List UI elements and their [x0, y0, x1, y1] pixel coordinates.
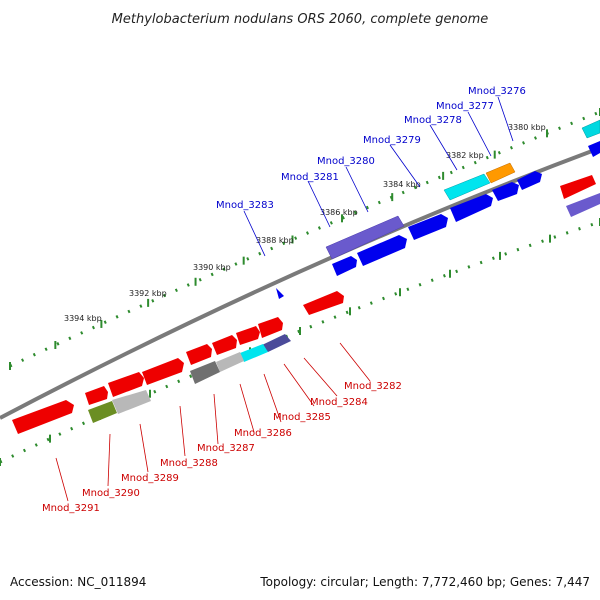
- gene-arrow-mnod-3281[interactable]: [325, 215, 405, 260]
- gene-label[interactable]: Mnod_3279: [363, 135, 421, 146]
- gene-labels-bottom: Mnod_3282 Mnod_3284 Mnod_3285 Mnod_3286 …: [42, 381, 402, 514]
- gene-arrow-mnod-3283[interactable]: [332, 256, 357, 276]
- genome-summary-text: Topology: circular; Length: 7,772,460 bp…: [259, 575, 590, 589]
- gene-arrow-mnod-3284-b[interactable]: [236, 326, 260, 345]
- gene-arrow-mnod-3289-b[interactable]: [112, 390, 151, 414]
- gene-arrow-mnod-3285-b[interactable]: [212, 335, 237, 355]
- tick-labels: 3380 kbp 3382 kbp 3384 kbp 3386 kbp 3388…: [64, 123, 546, 323]
- gene-label[interactable]: Mnod_3286: [234, 428, 292, 439]
- gene-arrow-right-red[interactable]: [560, 175, 596, 199]
- gene-arrow-mnod-3286[interactable]: [216, 352, 244, 372]
- gene-label[interactable]: Mnod_3282: [344, 381, 402, 392]
- gene-label[interactable]: Mnod_3278: [404, 115, 462, 126]
- tick-label: 3382 kbp: [446, 151, 484, 160]
- gene-label[interactable]: Mnod_3288: [160, 458, 218, 469]
- gene-arrow-mnod-3279-a[interactable]: [517, 171, 542, 190]
- gene-label[interactable]: Mnod_3291: [42, 503, 100, 514]
- gene-arrow-mnod-3284[interactable]: [262, 334, 291, 352]
- gene-label[interactable]: Mnod_3281: [281, 172, 339, 183]
- gene-label[interactable]: Mnod_3287: [197, 443, 255, 454]
- leader-lines-top: [243, 96, 514, 257]
- gene-label[interactable]: Mnod_3285: [273, 412, 331, 423]
- gene-arrow-small[interactable]: [276, 288, 284, 299]
- tick-label: 3388 kbp: [256, 236, 294, 245]
- gene-label[interactable]: Mnod_3284: [310, 397, 368, 408]
- leader-lines-bottom: [55, 342, 371, 502]
- gene-arrow-mnod-3289[interactable]: [108, 372, 144, 397]
- outer-tick-ring: [9, 110, 600, 368]
- gene-labels-top: Mnod_3276 Mnod_3277 Mnod_3278 Mnod_3279 …: [216, 86, 526, 211]
- genome-title: Methylobacterium nodulans ORS 2060, comp…: [112, 12, 489, 27]
- tick-label: 3384 kbp: [383, 180, 421, 189]
- gene-arrow-mnod-3290[interactable]: [88, 401, 117, 423]
- gene-label[interactable]: Mnod_3280: [317, 156, 375, 167]
- major-ticks: [0, 108, 600, 466]
- gene-arrow-mnod-3290-b[interactable]: [85, 386, 108, 405]
- accession-text: Accession: NC_011894: [10, 575, 146, 589]
- gene-label[interactable]: Mnod_3283: [216, 200, 274, 211]
- gene-arrow-right-slate[interactable]: [566, 193, 600, 217]
- gene-arrow-mnod-3282[interactable]: [303, 291, 344, 315]
- gene-arrow-mnod-3281-b[interactable]: [357, 235, 407, 266]
- tick-label: 3380 kbp: [508, 123, 546, 132]
- gene-arrow-mnod-3280[interactable]: [408, 214, 448, 240]
- forward-strand-genes: [276, 119, 600, 299]
- inner-tick-ring: [0, 220, 600, 464]
- gene-arrow-mnod-3279[interactable]: [450, 194, 493, 222]
- gene-arrow-mnod-3278[interactable]: [443, 173, 491, 201]
- tick-label: 3394 kbp: [64, 314, 102, 323]
- gene-arrow-mnod-3287[interactable]: [190, 361, 220, 384]
- gene-label[interactable]: Mnod_3290: [82, 488, 140, 499]
- gene-label[interactable]: Mnod_3276: [468, 86, 526, 97]
- gene-arrow-mnod-3291[interactable]: [12, 400, 74, 434]
- gene-arrow-mnod-3282-b[interactable]: [258, 317, 283, 338]
- gene-arrow-mnod-3288[interactable]: [142, 358, 184, 385]
- gene-label[interactable]: Mnod_3289: [121, 473, 179, 484]
- gene-arrow-mnod-3279-b[interactable]: [492, 182, 519, 201]
- gene-arrow-mnod-3276[interactable]: [581, 119, 600, 139]
- gene-arrow-mnod-3286-b[interactable]: [186, 344, 212, 365]
- gene-arrow-mnod-3276-b[interactable]: [588, 141, 600, 157]
- gene-arrow-mnod-3277[interactable]: [485, 162, 516, 184]
- tick-label: 3392 kbp: [129, 289, 167, 298]
- reverse-strand-genes: [12, 291, 344, 434]
- genome-backbone: [0, 146, 600, 420]
- gene-arrow-mnod-3285[interactable]: [240, 344, 268, 362]
- tick-label: 3390 kbp: [193, 263, 231, 272]
- gene-label[interactable]: Mnod_3277: [436, 101, 494, 112]
- tick-label: 3386 kbp: [320, 208, 358, 217]
